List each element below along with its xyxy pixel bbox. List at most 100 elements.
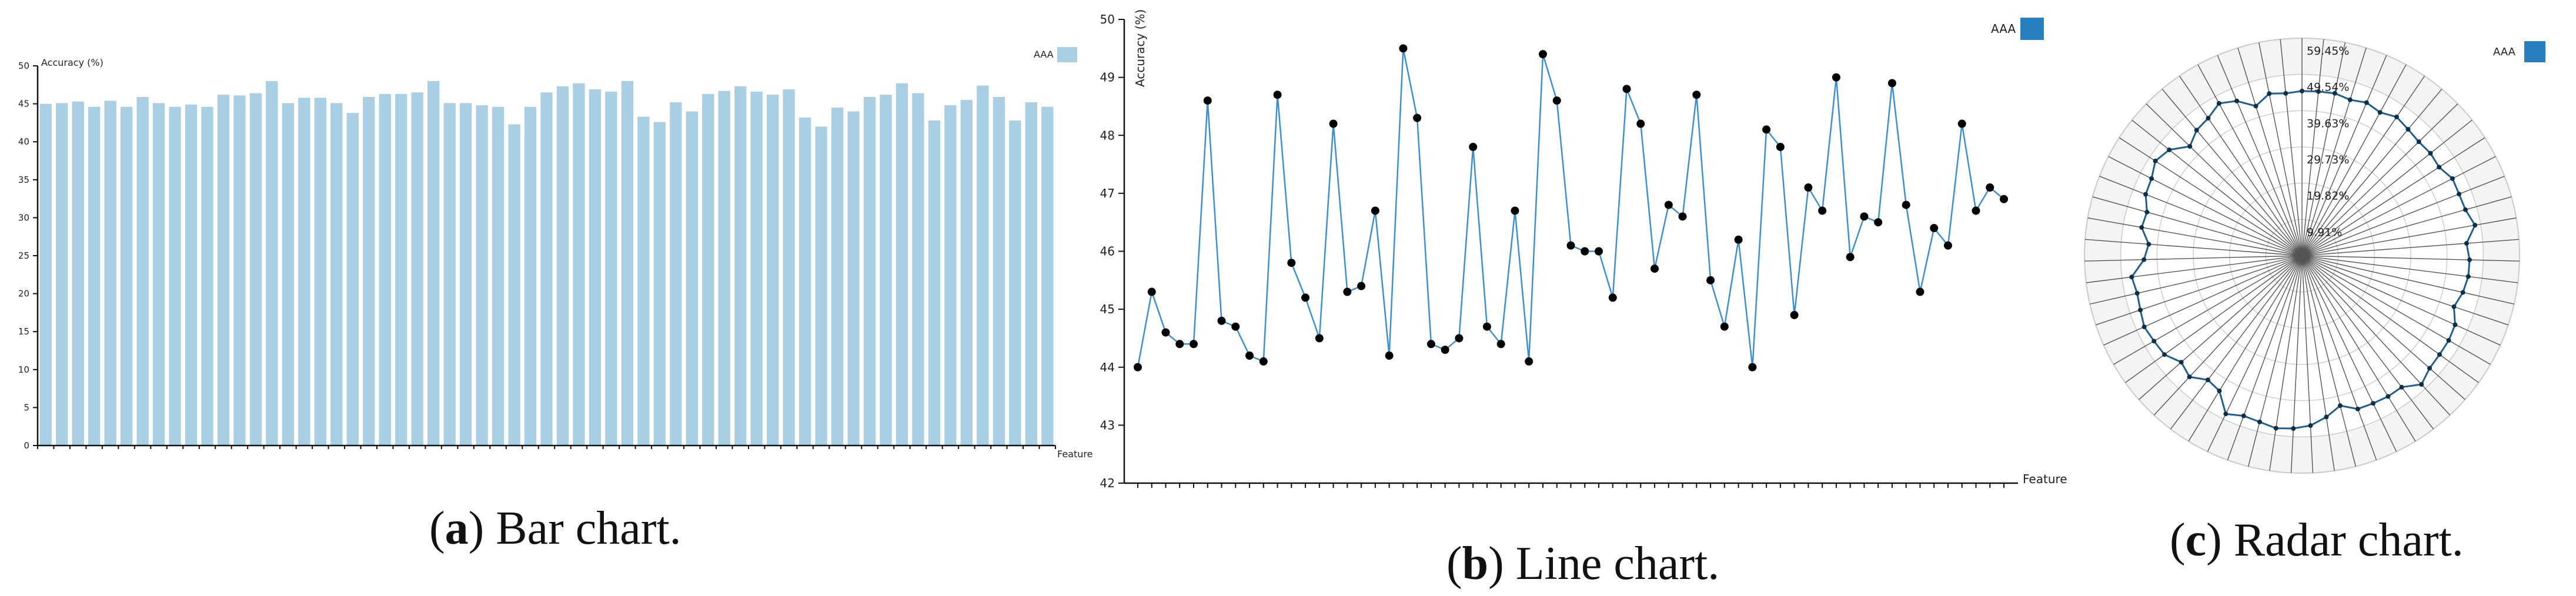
line-point-4 <box>1175 340 1184 349</box>
radar-point-42 <box>2162 352 2167 357</box>
bar-37 <box>621 81 634 446</box>
radar-point-15 <box>2473 223 2478 228</box>
bar-43 <box>718 91 730 446</box>
bar-26 <box>443 103 456 446</box>
radar-tick-label: 39.63% <box>2307 117 2349 130</box>
bar-16 <box>282 103 295 446</box>
bar-17 <box>298 98 310 446</box>
bar-2 <box>56 103 68 446</box>
radar-spoke <box>2161 89 2303 256</box>
bar-21 <box>363 96 375 446</box>
bar-20 <box>346 113 359 446</box>
radar-point-27 <box>2385 394 2391 399</box>
line-point-8 <box>1231 322 1240 331</box>
caption-a-open: ( <box>429 503 445 554</box>
bar-49 <box>815 126 827 446</box>
bar-14 <box>249 93 262 446</box>
line-chart-legend-swatch <box>2020 18 2044 40</box>
line-point-35 <box>1608 293 1617 302</box>
radar-spoke <box>2179 75 2303 256</box>
radar-tick-label: 59.45% <box>2307 45 2349 58</box>
bar-62 <box>1025 102 1037 446</box>
bar-10 <box>185 104 198 446</box>
radar-point-58 <box>2206 116 2211 121</box>
radar-spoke <box>2269 255 2303 471</box>
line-point-29 <box>1525 357 1533 366</box>
radar-point-2 <box>2316 89 2321 94</box>
line-point-59 <box>1943 241 1952 250</box>
bar-59 <box>977 85 989 446</box>
bar-22 <box>379 93 391 446</box>
bar-25 <box>427 81 440 446</box>
radar-point-35 <box>2257 419 2262 424</box>
line-point-25 <box>1469 142 1478 151</box>
radar-spoke <box>2301 255 2491 365</box>
line-y-tick-label: 45 <box>1100 302 1115 316</box>
line-point-19 <box>1385 351 1394 360</box>
radar-spoke <box>2301 217 2517 256</box>
radar-spoke <box>2092 196 2303 256</box>
radar-spoke <box>2301 255 2514 305</box>
line-point-48 <box>1790 310 1799 319</box>
bar-55 <box>912 93 924 446</box>
radar-point-20 <box>2451 304 2457 309</box>
line-chart-ylabel: Accuracy (%) <box>1133 9 1147 87</box>
radar-point-32 <box>2308 423 2313 428</box>
line-point-57 <box>1916 287 1925 296</box>
caption-c-open: ( <box>2170 514 2186 566</box>
radar-point-47 <box>2129 274 2134 280</box>
radar-point-30 <box>2337 403 2343 409</box>
line-point-18 <box>1371 206 1379 215</box>
bar-58 <box>960 100 973 446</box>
bar-31 <box>524 106 537 446</box>
radar-spoke <box>2301 196 2512 256</box>
radar-point-48 <box>2141 257 2147 262</box>
radar-spoke <box>2217 55 2303 256</box>
line-y-tick-label: 49 <box>1100 71 1115 85</box>
radar-spoke <box>2131 119 2303 256</box>
bar-35 <box>589 89 602 446</box>
bar-y-tick-label: 0 <box>24 440 29 451</box>
radar-tick-label: 29.73% <box>2307 153 2349 166</box>
radar-spoke <box>2301 39 2324 256</box>
radar-point-28 <box>2370 401 2375 406</box>
line-point-41 <box>1692 91 1701 99</box>
bar-chart-legend-swatch <box>1057 47 1077 62</box>
bar-chart-ylabel: Accuracy (%) <box>41 57 103 68</box>
radar-spoke <box>2090 255 2303 305</box>
radar-spoke <box>2084 255 2303 262</box>
radar-point-49 <box>2146 242 2151 247</box>
line-y-tick-label: 47 <box>1100 186 1115 200</box>
caption-c-letter: c <box>2186 514 2207 566</box>
radar-spoke <box>2301 255 2520 262</box>
line-point-10 <box>1259 357 1268 366</box>
line-point-43 <box>1720 322 1729 331</box>
line-y-tick-label: 50 <box>1100 12 1115 26</box>
radar-spoke <box>2103 255 2303 346</box>
caption-b-open: ( <box>1446 538 1462 590</box>
radar-point-1 <box>2300 88 2304 93</box>
radar-point-17 <box>2467 257 2472 263</box>
bar-39 <box>653 122 666 446</box>
radar-point-62 <box>2267 91 2272 96</box>
radar-point-31 <box>2324 414 2329 420</box>
bar-12 <box>217 95 230 446</box>
line-point-54 <box>1874 218 1883 227</box>
bar-36 <box>605 91 617 446</box>
bar-19 <box>330 103 343 446</box>
radar-point-6 <box>2377 110 2383 115</box>
bar-y-tick-label: 40 <box>18 136 29 147</box>
radar-point-18 <box>2465 274 2471 279</box>
radar-spoke <box>2170 255 2303 430</box>
radar-point-33 <box>2291 426 2296 431</box>
radar-spoke <box>2280 39 2303 256</box>
line-point-47 <box>1776 142 1785 151</box>
radar-point-16 <box>2464 241 2469 246</box>
radar-point-12 <box>2450 176 2455 181</box>
bar-7 <box>136 96 149 446</box>
radar-point-13 <box>2457 192 2462 197</box>
line-point-37 <box>1636 119 1645 128</box>
radar-spoke <box>2248 255 2303 467</box>
radar-spoke <box>2301 255 2356 467</box>
radar-spoke <box>2301 255 2451 416</box>
